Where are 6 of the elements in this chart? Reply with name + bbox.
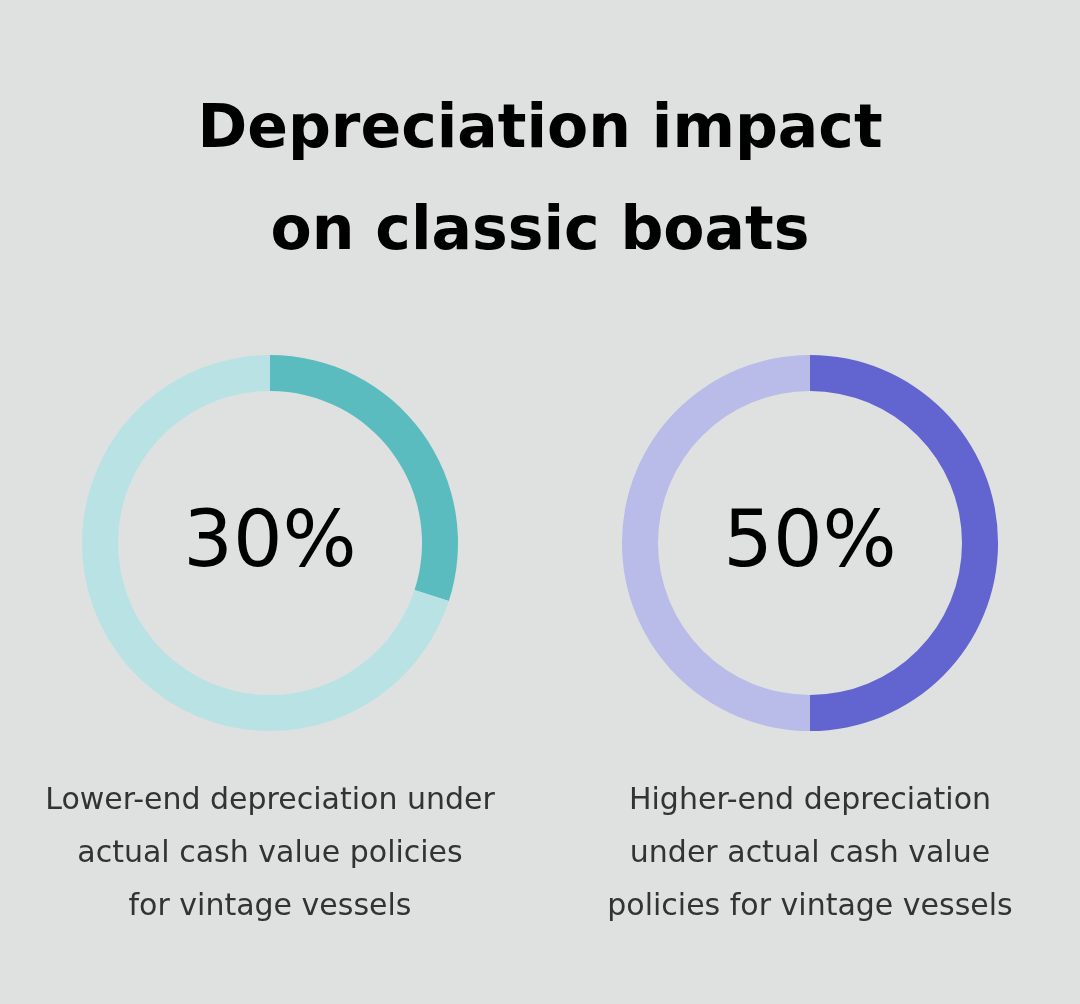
data-label: 30%: [183, 494, 357, 584]
text: Higher-end depreciation under actual cash value policies for vintage vessels: [607, 781, 1013, 922]
donut-slice: [82, 355, 449, 731]
data-label: 50%: [723, 494, 897, 584]
text: Lower-end depreciation under actual cash value policies for vintage vessels: [45, 781, 496, 922]
text: Depreciation impact on classic boats: [197, 91, 883, 263]
